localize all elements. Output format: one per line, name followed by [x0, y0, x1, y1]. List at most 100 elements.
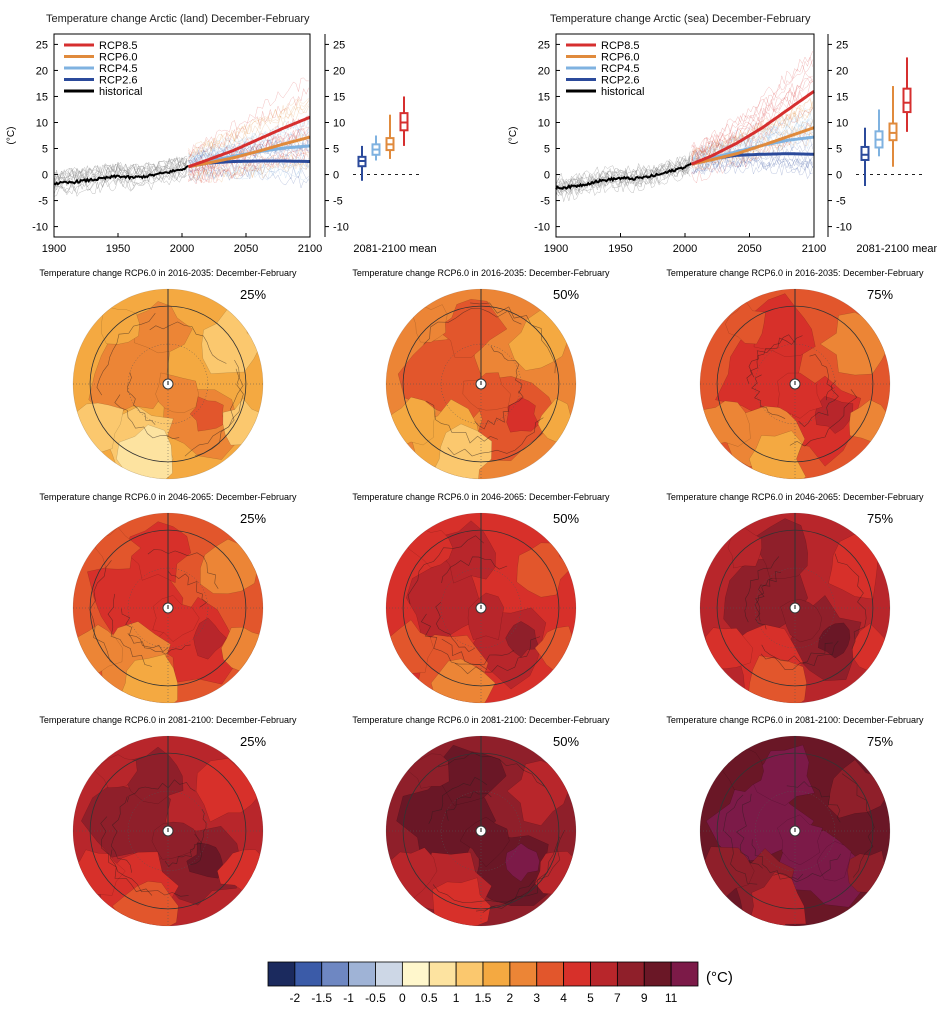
series-line-historical [555, 162, 693, 190]
map-contour-region [195, 758, 263, 823]
ensemble-member-RCP8.5 [691, 59, 813, 156]
boxplot-RCP4.5 [874, 109, 884, 157]
boxplot-box [902, 87, 912, 114]
colorbar-tick-label: 3 [533, 991, 540, 1005]
colorbar-tick-label: 0 [399, 991, 406, 1005]
map-coastlines [100, 779, 207, 897]
timeseries-panel-1: Temperature change Arctic (sea) December… [508, 13, 937, 255]
ensemble-member-RCP2.6 [188, 142, 309, 164]
ensemble-member-RCP8.5 [188, 77, 309, 158]
map-graticule-inner [754, 343, 836, 425]
plot-frame-top [555, 33, 815, 238]
map-coastline [760, 640, 839, 671]
map-coastline [746, 334, 795, 385]
right-tick-label: 15 [836, 91, 848, 103]
map-coastline [474, 390, 524, 430]
x-tick-label: 2000 [673, 243, 697, 255]
ensemble-member-RCP8.5 [691, 79, 813, 167]
ensemble-member-RCP8.5 [691, 56, 813, 156]
y-tick-label: 0 [42, 170, 48, 182]
colorbar-tick-label: 9 [641, 991, 648, 1005]
boxplot-label: 2081-2100 mean [353, 243, 436, 255]
map-coastline [435, 601, 475, 652]
map-graticule-inner [754, 790, 836, 872]
colorbar-swatch [643, 961, 672, 987]
map-coastline [470, 302, 556, 374]
colorbar-tick-label: 4 [560, 991, 567, 1005]
map-contour-region [407, 527, 454, 569]
ensemble-member-historical [53, 156, 188, 180]
map-coastline [749, 335, 803, 378]
ensemble-member-historical [555, 156, 691, 192]
colorbar: -2 -1.5 -1 -0.5 0 0.5 1 1.5 2 3 4 5 7 9 11 (°C) [267, 961, 733, 1005]
map-field [386, 744, 576, 926]
right-tick-label: -5 [333, 196, 343, 208]
map-outline [699, 512, 891, 704]
map-coastline [96, 313, 156, 396]
right-tick-label: -5 [836, 196, 846, 208]
y-tick-label: -10 [32, 222, 48, 234]
map-coastlines [428, 751, 565, 913]
ensemble-member-RCP4.5 [188, 159, 309, 180]
map-graticule-inner [754, 567, 836, 649]
map-title: Temperature change RCP6.0 in 2081-2100: … [39, 715, 297, 725]
ensemble-member-RCP4.5 [691, 118, 813, 163]
map-title: Temperature change RCP6.0 in 2046-2065: … [39, 492, 297, 502]
map-coastline [751, 374, 786, 419]
map-contour-region [816, 841, 852, 882]
boxplot-RCP6.0 [888, 86, 898, 167]
ensemble-member-RCP2.6 [188, 139, 309, 164]
ensemble-member-RCP6.0 [691, 102, 813, 157]
polar-map-5: Temperature change RCP6.0 in 2046-2065: … [666, 492, 924, 704]
ensemble-member-RCP8.5 [188, 147, 309, 184]
y-tick-label: 15 [538, 91, 550, 103]
right-tick-label: 25 [333, 39, 345, 51]
right-tick-label: 15 [333, 91, 345, 103]
ensemble-member-RCP2.6 [188, 163, 309, 180]
legend-label: historical [601, 86, 644, 98]
ensemble-member-historical [53, 160, 188, 182]
map-contour-region [814, 396, 854, 434]
y-axis-label: (°C) [6, 127, 17, 145]
ensemble-member-RCP4.5 [188, 115, 309, 161]
colorbar-tick-label: -0.5 [365, 991, 386, 1005]
map-coastlines [423, 302, 556, 457]
boxplot-RCP8.5 [399, 96, 409, 146]
map-coastline [164, 833, 203, 868]
map-coastline [127, 633, 191, 655]
colorbar-tick-label: 11 [665, 991, 678, 1005]
right-tick-label: 20 [333, 65, 345, 77]
polar-map-1: Temperature change RCP6.0 in 2016-2035: … [352, 268, 610, 480]
right-tick-label: -10 [836, 222, 852, 234]
map-contour-region [777, 814, 823, 866]
right-tick-label: 5 [836, 144, 842, 156]
ensemble-member-historical [53, 155, 188, 184]
map-coastline [723, 794, 758, 885]
map-coastline [475, 836, 560, 912]
map-field [73, 301, 263, 479]
ensemble-member-RCP6.0 [188, 99, 309, 159]
boxplot-RCP8.5 [902, 57, 912, 132]
ensemble-spread [53, 77, 309, 197]
map-graticule-inner [127, 567, 209, 649]
y-tick-label: 15 [36, 91, 48, 103]
polar-map-7: Temperature change RCP6.0 in 2081-2100: … [352, 715, 610, 927]
map-contour-region [186, 842, 224, 879]
plot-frame [555, 33, 815, 238]
map-title: Temperature change RCP6.0 in 2016-2035: … [352, 268, 610, 278]
ensemble-member-RCP2.6 [691, 131, 813, 163]
map-coastline [744, 556, 780, 623]
y-tick-label: 5 [42, 144, 48, 156]
x-tick-label: 1900 [42, 243, 66, 255]
map-coastlines [723, 773, 875, 885]
ensemble-member-historical [555, 166, 691, 202]
map-panels: Temperature change RCP6.0 in 2016-2035: … [39, 268, 924, 927]
map-outline [72, 288, 264, 480]
map-coastline [100, 816, 153, 896]
colorbar-swatch [590, 961, 618, 987]
ensemble-member-RCP8.5 [691, 78, 813, 163]
map-coastline [786, 781, 841, 823]
map-contour-region [189, 396, 226, 432]
